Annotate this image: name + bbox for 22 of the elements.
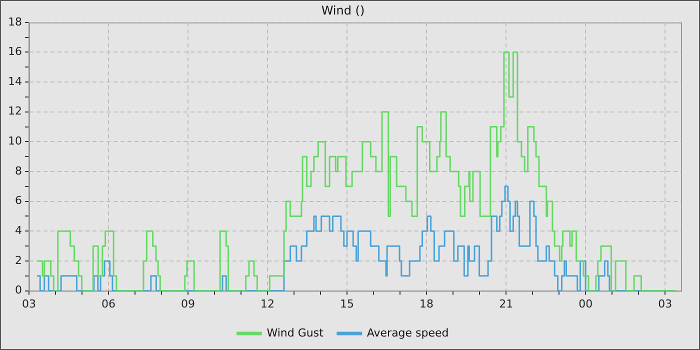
x-tick-label: 03 <box>22 297 36 310</box>
y-tick-label: 18 <box>8 15 22 28</box>
y-tick-label: 16 <box>8 45 22 58</box>
y-tick-label: 14 <box>8 74 22 88</box>
x-tick-label: 12 <box>260 297 275 310</box>
y-tick-label: 12 <box>8 104 22 118</box>
x-tick-label: 06 <box>102 297 116 310</box>
x-tick-label: 03 <box>658 297 672 310</box>
y-tick-label: 4 <box>14 224 22 238</box>
x-tick-label: 15 <box>340 297 354 310</box>
x-tick-label: 18 <box>420 297 434 310</box>
x-tick-label: 09 <box>181 297 196 310</box>
y-tick-label: 2 <box>14 254 22 267</box>
y-tick-label: 0 <box>14 284 22 297</box>
y-tick-label: 8 <box>14 164 22 178</box>
x-tick-label: 21 <box>499 297 514 310</box>
legend-label: Wind Gust <box>266 326 324 340</box>
x-tick-label: 00 <box>578 297 593 310</box>
y-tick-label: 6 <box>14 194 22 208</box>
chart-title: Wind () <box>321 3 365 18</box>
y-tick-label: 10 <box>8 134 22 148</box>
legend-label: Average speed <box>366 326 449 340</box>
